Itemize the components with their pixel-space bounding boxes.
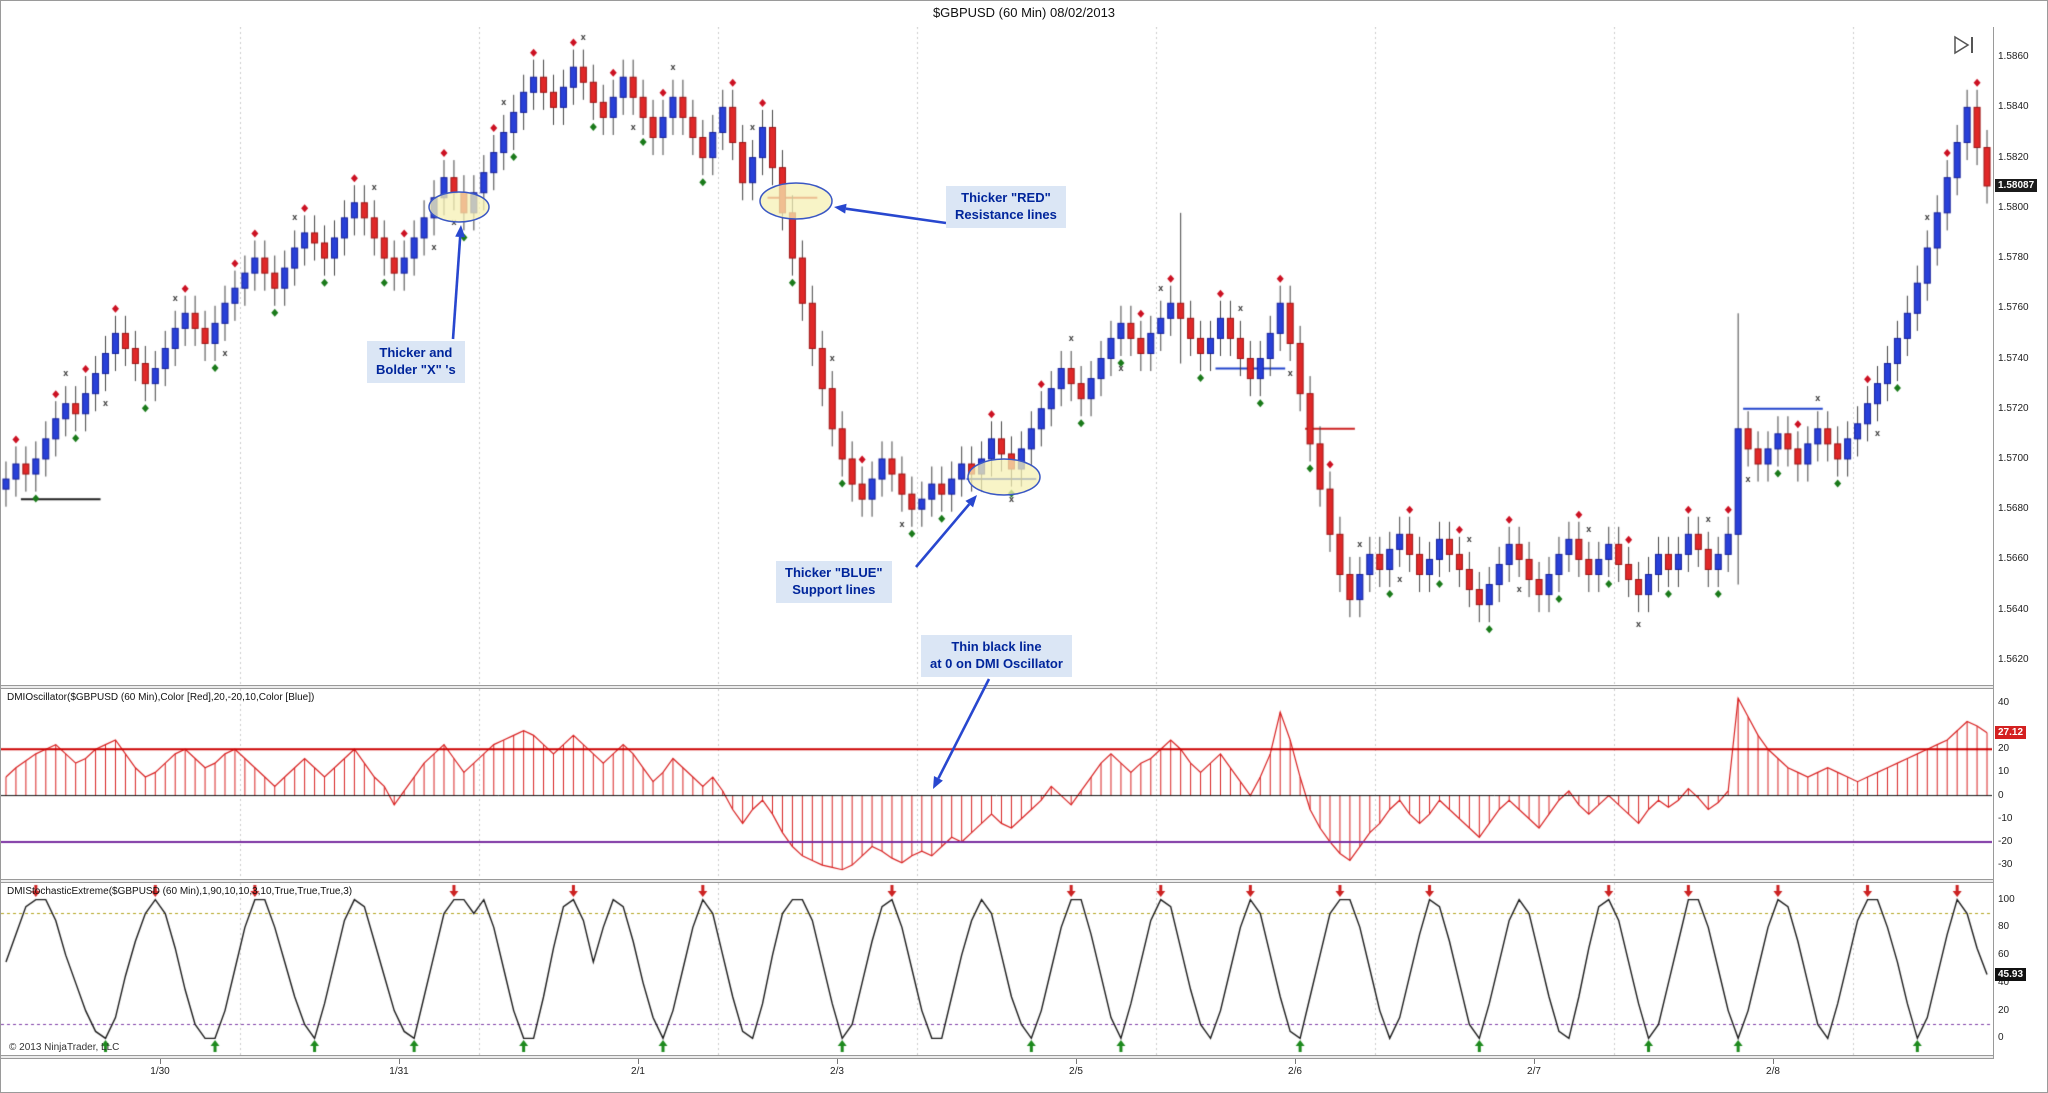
annotation-blue-support[interactable]: Thicker "BLUE" Support lines <box>776 561 892 603</box>
stoch-tick-label: 60 <box>1998 949 2010 961</box>
price-tick-label: 1.5860 <box>1998 51 2029 63</box>
dmi-tick-label: 40 <box>1998 696 2010 708</box>
annotation-bolder-x[interactable]: Thicker and Bolder "X" 's <box>367 341 465 383</box>
price-tick-label: 1.5760 <box>1998 302 2029 314</box>
go-to-end-button[interactable] <box>1951 35 1981 60</box>
annotation-line: Thicker "RED" <box>961 190 1051 205</box>
stoch-value-box: 45.93 <box>1995 968 2027 981</box>
date-label: 2/3 <box>830 1066 844 1077</box>
price-tick-label: 1.5800 <box>1998 201 2029 213</box>
price-tick-label: 1.5700 <box>1998 452 2029 464</box>
annotation-line: Thicker "BLUE" <box>785 565 883 580</box>
annotation-red-resistance[interactable]: Thicker "RED" Resistance lines <box>946 186 1066 228</box>
date-label: 2/7 <box>1527 1066 1541 1077</box>
stoch-tick-label: 0 <box>1998 1032 2004 1044</box>
panel-splitter[interactable] <box>1 1055 1993 1059</box>
dmi-tick-label: -20 <box>1998 835 2013 847</box>
date-tick <box>837 1059 838 1064</box>
dmi-tick-label: -30 <box>1998 859 2013 871</box>
stoch-tick-label: 40 <box>1998 976 2010 988</box>
stoch-tick-label: 80 <box>1998 921 2010 933</box>
price-tick-label: 1.5740 <box>1998 352 2029 364</box>
price-tick-label: 1.5660 <box>1998 553 2029 565</box>
copyright-text: © 2013 NinjaTrader, LLC <box>9 1042 120 1053</box>
dmi-tick-label: 10 <box>1998 766 2010 778</box>
date-tick <box>1534 1059 1535 1064</box>
dmi-tick-label: -10 <box>1998 812 2013 824</box>
price-tick-label: 1.5620 <box>1998 653 2029 665</box>
price-axis[interactable]: 1.5860 1.5840 1.5820 1.5800 1.5780 1.5760 1.57… <box>1993 27 2047 1059</box>
annotation-line: Thin black line <box>951 639 1042 654</box>
panel-splitter[interactable] <box>1 879 1993 883</box>
annotation-line: Thicker and <box>379 345 453 360</box>
price-tick-label: 1.5640 <box>1998 603 2029 615</box>
date-label: 2/1 <box>631 1066 645 1077</box>
price-tick-label: 1.5780 <box>1998 252 2029 264</box>
stoch-indicator-label[interactable]: DMIStochasticExtreme($GBPUSD (60 Min),1,… <box>7 886 353 897</box>
annotation-line: Support lines <box>792 581 876 597</box>
date-tick <box>1773 1059 1774 1064</box>
dmi-stochastic-canvas[interactable] <box>1 883 1992 1055</box>
annotation-line: Resistance lines <box>955 206 1057 222</box>
date-tick <box>1076 1059 1077 1064</box>
dmi-oscillator-canvas[interactable] <box>1 689 1992 879</box>
date-label: 1/30 <box>150 1066 170 1077</box>
date-tick <box>1295 1059 1296 1064</box>
price-tick-label: 1.5680 <box>1998 503 2029 515</box>
dmi-tick-label: 0 <box>1998 789 2004 801</box>
annotation-thin-black-line[interactable]: Thin black line at 0 on DMI Oscillator <box>921 635 1072 677</box>
price-tick-label: 1.5720 <box>1998 402 2029 414</box>
panel-splitter[interactable] <box>1 685 1993 689</box>
date-label: 2/6 <box>1288 1066 1302 1077</box>
main-chart-canvas[interactable] <box>1 27 1992 685</box>
annotation-line: at 0 on DMI Oscillator <box>930 655 1063 671</box>
chart-title: $GBPUSD (60 Min) 08/02/2013 <box>932 5 1116 20</box>
price-tick-label: 1.5820 <box>1998 151 2029 163</box>
go-to-end-icon <box>1954 35 1973 55</box>
date-tick <box>638 1059 639 1064</box>
dmi-tick-label: 20 <box>1998 743 2010 755</box>
dmi-indicator-label[interactable]: DMIOscillator($GBPUSD (60 Min),Color [Re… <box>7 692 315 703</box>
date-label: 1/31 <box>389 1066 409 1077</box>
annotation-line: Bolder "X" 's <box>376 361 456 377</box>
date-label: 2/5 <box>1069 1066 1083 1077</box>
stoch-tick-label: 100 <box>1998 893 2015 905</box>
date-label: 2/8 <box>1766 1066 1780 1077</box>
stoch-tick-label: 20 <box>1998 1004 2010 1016</box>
date-tick <box>160 1059 161 1064</box>
time-axis[interactable]: 1/30 1/31 2/1 2/3 2/5 2/6 2/7 2/8 <box>1 1059 1993 1092</box>
dmi-value-box: 27.12 <box>1995 726 2027 739</box>
price-tick-label: 1.5840 <box>1998 101 2029 113</box>
date-tick <box>399 1059 400 1064</box>
last-price-box: 1.58087 <box>1995 179 2038 192</box>
